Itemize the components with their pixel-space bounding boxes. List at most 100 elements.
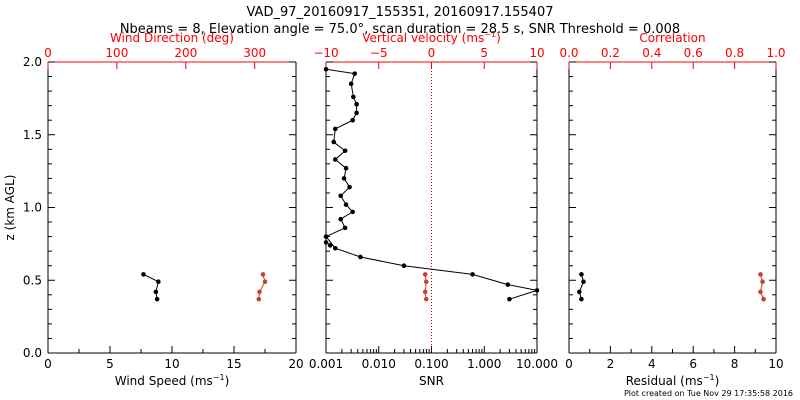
x-tick-label: 10.000 — [516, 357, 558, 371]
data-point — [323, 240, 329, 245]
panel-3: 0 2 4 6 8 10 Residual (ms−1) 0.0 0.2 0.4 0.6 0.8 1.0… — [559, 31, 785, 388]
data-point — [332, 157, 338, 162]
x-tick-label: 0.010 — [362, 357, 396, 371]
series-line — [759, 274, 765, 300]
panel-1: 0.0 0.5 1.0 1.5 2.0 z (km AGL) 0 5 10 15 20 Wind Sp… — [3, 31, 304, 388]
data-point — [347, 184, 352, 190]
data-point — [342, 225, 348, 231]
data-point — [342, 148, 348, 154]
bottom-axis-label-sup: −1 — [213, 373, 225, 382]
data-point — [423, 279, 429, 285]
top-tick-label: 0 — [428, 46, 436, 60]
data-point — [358, 254, 363, 260]
top-axis-label-sup: −1 — [484, 30, 496, 39]
bottom-axis-label-text: Wind Speed (ms — [115, 374, 213, 388]
top-tick-label: 0 — [44, 46, 52, 60]
top-axis-label: Vertical velocity (ms−1) — [362, 30, 501, 45]
data-point — [354, 101, 359, 107]
top-tick-label: 0.2 — [601, 46, 620, 60]
data-point — [154, 296, 160, 302]
x-tick-label: 10 — [164, 357, 179, 371]
x-tick-label: 15 — [226, 357, 241, 371]
top-tick-label: 0.6 — [684, 46, 703, 60]
data-point — [534, 288, 540, 293]
data-point — [507, 296, 512, 302]
bottom-axis-label-end: ) — [225, 374, 230, 388]
top-tick-label: 200 — [174, 46, 197, 60]
top-tick-label: −10 — [313, 46, 338, 60]
top-tick-label: 1.0 — [766, 46, 785, 60]
data-point — [401, 263, 407, 269]
bottom-axis-label-sup: −1 — [703, 373, 715, 382]
data-point — [156, 279, 161, 285]
data-point — [331, 139, 337, 145]
series-line — [578, 274, 585, 300]
y-axis-label: z (km AGL) — [3, 175, 17, 241]
top-axis-label: Correlation — [639, 31, 705, 45]
bottom-axis-label-text: Residual (ms — [626, 374, 703, 388]
x-tick-label: 0.100 — [414, 357, 448, 371]
series-line — [424, 274, 427, 300]
data-point — [260, 272, 266, 277]
data-point — [262, 279, 268, 285]
data-point — [338, 216, 344, 222]
top-tick-label: 10 — [529, 46, 544, 60]
data-point — [761, 296, 766, 302]
y-tick-label: 1.0 — [23, 201, 42, 215]
top-axis-label: Wind Direction (deg) — [110, 31, 234, 45]
x-tick-label: 20 — [288, 357, 303, 371]
x-tick-label: 8 — [731, 357, 739, 371]
x-tick-label: 2 — [607, 357, 615, 371]
top-tick-label: 100 — [105, 46, 128, 60]
data-point — [348, 81, 354, 87]
plot-credit: Plot created on Tue Nov 29 17:35:58 2016 — [624, 389, 793, 398]
data-point — [352, 71, 357, 76]
data-point — [422, 289, 428, 295]
data-point — [338, 193, 344, 199]
x-tick-label: 10 — [768, 357, 783, 371]
data-point — [579, 296, 584, 302]
data-point — [758, 289, 763, 295]
data-point — [343, 202, 349, 207]
data-point — [579, 272, 584, 277]
data-point — [760, 279, 765, 285]
y-tick-label: 1.5 — [23, 128, 42, 142]
data-point — [577, 289, 582, 295]
data-point — [423, 296, 429, 302]
top-tick-label: 0.4 — [642, 46, 661, 60]
data-point — [422, 272, 428, 277]
top-tick-label: 5 — [480, 46, 488, 60]
y-tick-label: 0.0 — [23, 346, 42, 360]
top-tick-label: −5 — [370, 46, 388, 60]
data-point — [581, 279, 586, 285]
bottom-axis-label-text: SNR — [419, 374, 444, 388]
x-tick-label: 6 — [689, 357, 697, 371]
top-axis-label-text: Correlation — [639, 31, 705, 45]
top-tick-label: 300 — [243, 46, 266, 60]
x-tick-label: 0 — [44, 357, 52, 371]
data-point — [354, 110, 359, 116]
data-point — [350, 117, 355, 123]
data-point — [257, 289, 262, 295]
data-point — [470, 272, 475, 277]
data-point — [332, 245, 338, 251]
data-point — [327, 243, 333, 248]
bottom-axis-label: Wind Speed (ms−1) — [115, 373, 230, 388]
data-point — [256, 296, 262, 302]
top-tick-label: 0.0 — [559, 46, 578, 60]
x-tick-label: 0 — [565, 357, 573, 371]
series-line — [143, 273, 159, 300]
data-point — [153, 289, 159, 295]
bottom-axis-label-end: ) — [715, 374, 720, 388]
series-line — [258, 274, 266, 300]
data-point — [332, 126, 338, 132]
figure-title: VAD_97_20160917_155351, 20160917.155407 — [247, 5, 554, 20]
bottom-axis-label: SNR — [419, 374, 444, 388]
data-point — [323, 66, 329, 72]
data-point — [343, 165, 349, 171]
data-point — [141, 272, 146, 277]
data-point — [758, 272, 763, 277]
panel-2: 0.001 0.010 0.100 1.000 10.000 SNR −10 −5 0 5 10 Ve… — [309, 30, 558, 388]
